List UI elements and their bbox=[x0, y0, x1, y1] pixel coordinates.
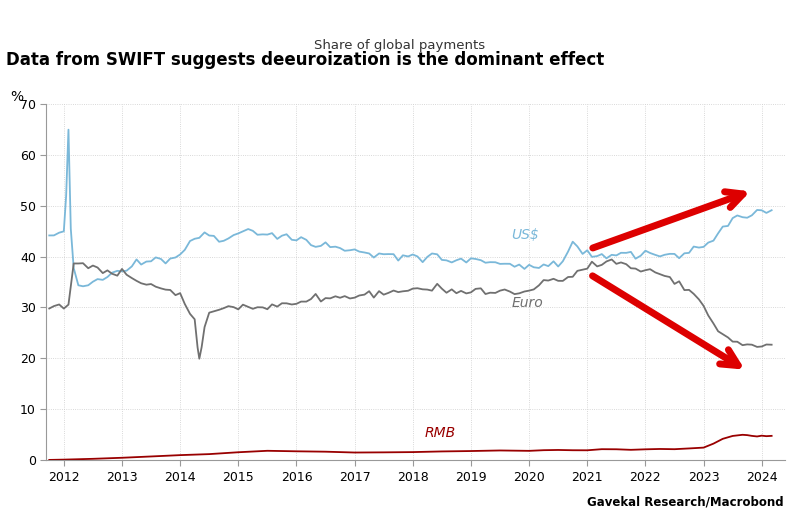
Text: RMB: RMB bbox=[425, 426, 455, 440]
Text: US$: US$ bbox=[512, 228, 539, 242]
Text: Euro: Euro bbox=[512, 297, 543, 310]
Y-axis label: %: % bbox=[10, 90, 23, 104]
Text: Share of global payments: Share of global payments bbox=[314, 39, 486, 51]
Text: Data from SWIFT suggests deeuroization is the dominant effect: Data from SWIFT suggests deeuroization i… bbox=[6, 51, 604, 69]
Text: Gavekal Research/Macrobond: Gavekal Research/Macrobond bbox=[587, 496, 784, 509]
